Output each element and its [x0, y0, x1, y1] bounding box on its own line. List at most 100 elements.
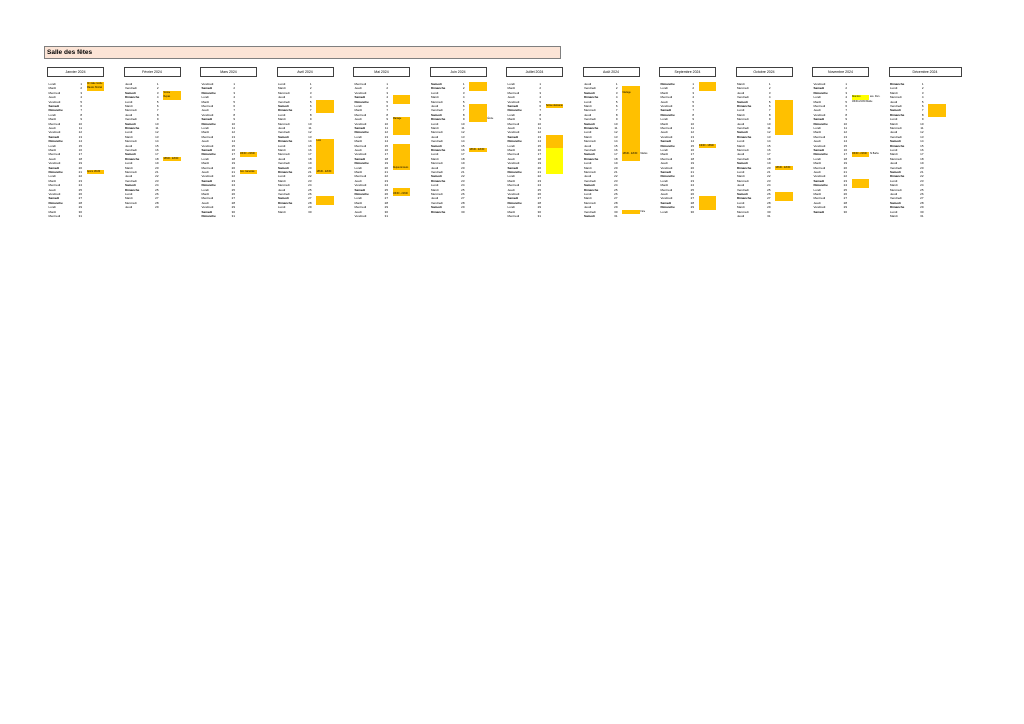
day-row: Dimanche 28	[277, 201, 334, 205]
day-name: Lundi	[813, 187, 821, 192]
day-row: Mardi 4	[430, 95, 487, 99]
booking-block	[316, 99, 334, 113]
day-name: Samedi	[354, 126, 366, 130]
day-row: Dimanche 20	[736, 166, 793, 170]
day-row: Lundi 18	[812, 157, 869, 161]
day-number: 14	[920, 139, 924, 144]
booking-note: Repas Anciens	[393, 166, 409, 169]
day-name: Vendredi	[201, 143, 214, 148]
day-name: Vendredi	[813, 143, 826, 148]
day-row: Samedi 21	[659, 170, 716, 174]
day-number: 7	[80, 108, 82, 113]
month-column: Août 2024 Jeudi 1 Vendredi 2 Samedi 3 Dimanche 4…	[0, 0, 647, 218]
day-name: Vendredi	[278, 192, 290, 196]
day-row: Lundi 23	[889, 179, 946, 183]
day-number: 11	[920, 126, 924, 130]
day-row: Lundi 28	[736, 201, 793, 205]
day-name: Dimanche	[278, 139, 293, 144]
day-name: Dimanche	[278, 170, 293, 174]
day-number: 21	[767, 170, 771, 174]
day-number: 6	[233, 104, 235, 108]
day-number: 18	[308, 156, 312, 161]
day-row: Mercredi 17	[277, 152, 334, 156]
day-number: 3	[539, 90, 541, 95]
day-row: Dimanche 14	[277, 139, 334, 143]
day-row: Vendredi 27	[889, 196, 946, 200]
day-name: Jeudi	[660, 99, 668, 104]
day-row: Jeudi 25	[506, 188, 563, 192]
day-number: 25	[461, 187, 465, 192]
day-row: Lundi 29	[277, 205, 334, 209]
day-row: Dimanche 7	[277, 108, 334, 112]
day-number: 1	[386, 82, 388, 86]
day-row: Mercredi 21	[124, 170, 181, 174]
day-name: Jeudi	[660, 192, 668, 196]
day-name: Mercredi	[201, 196, 214, 201]
day-name: Jeudi	[813, 108, 821, 113]
day-number: 5	[233, 99, 235, 104]
day-row: Dimanche 15	[659, 144, 716, 148]
day-name: Samedi	[201, 178, 213, 183]
day-number: 13	[537, 134, 541, 139]
day-row: Lundi 29	[506, 205, 563, 209]
day-name: Dimanche	[125, 126, 140, 130]
day-number: 8	[156, 112, 159, 117]
day-name: Mercredi	[584, 200, 596, 205]
day-row: Jeudi 29	[124, 205, 181, 209]
day-row: Mardi 30	[47, 210, 104, 214]
day-number: 23	[767, 178, 771, 183]
day-row: Vendredi 21	[430, 170, 487, 174]
day-row: Jeudi 19	[889, 161, 946, 165]
day-row: Jeudi 22	[124, 174, 181, 178]
day-number: 18	[384, 156, 388, 161]
day-row: Mardi 24	[659, 183, 716, 187]
month-column: Novembre 2024 Vendredi 1 Samedi 2 Dimanche 3 Lu…	[0, 0, 880, 214]
day-row: Samedi 20	[506, 166, 563, 170]
day-number: 24	[384, 183, 388, 188]
day-name: Vendredi	[584, 86, 596, 91]
day-row: Lundi 29	[47, 205, 104, 209]
day-name: Mercredi	[354, 174, 367, 179]
day-number: 2	[692, 86, 694, 91]
day-number: 10	[843, 121, 847, 126]
day-name: Vendredi	[890, 165, 902, 170]
day-row: Samedi 28	[659, 201, 716, 205]
day-row: Dimanche 2	[430, 86, 487, 90]
day-name: Lundi	[201, 126, 209, 130]
day-number: 9	[462, 117, 465, 122]
day-row: Vendredi 23	[583, 179, 640, 183]
day-name: Mardi	[125, 196, 133, 201]
day-number: 25	[155, 187, 159, 192]
day-row: Dimanche 28	[506, 201, 563, 205]
month-header: Janvier 2024	[47, 67, 104, 77]
day-number: 21	[537, 170, 541, 174]
day-name: Lundi	[354, 196, 362, 201]
day-name: Vendredi	[660, 165, 673, 170]
day-name: Dimanche	[890, 82, 905, 86]
day-row: Lundi 30	[889, 210, 946, 214]
day-name: Dimanche	[354, 130, 369, 135]
day-row: Mercredi 10	[506, 122, 563, 126]
day-row: Lundi 16	[659, 148, 716, 152]
day-number: 30	[843, 209, 847, 214]
day-name: Samedi	[584, 183, 595, 188]
day-number: 12	[384, 130, 388, 135]
day-row: Vendredi 5	[47, 100, 104, 104]
day-row: Jeudi 5	[659, 100, 716, 104]
day-name: Samedi	[278, 196, 289, 201]
day-row: Dimanche 25	[583, 188, 640, 192]
day-row: Mardi 24	[889, 183, 946, 187]
day-number: 29	[384, 205, 388, 210]
day-row: Mercredi 31	[47, 214, 104, 218]
day-row: Samedi 16	[812, 148, 869, 152]
day-number: 30	[384, 209, 388, 214]
booking-comment: St Barbe	[870, 153, 879, 156]
day-number: 15	[461, 143, 465, 148]
day-name: Samedi	[431, 82, 442, 86]
day-row: Lundi 22	[277, 174, 334, 178]
day-number: 2	[386, 86, 388, 91]
day-number: 19	[384, 161, 388, 166]
day-row: Dimanche 18	[124, 157, 181, 161]
day-number: 26	[308, 192, 312, 196]
day-number: 31	[920, 214, 924, 218]
